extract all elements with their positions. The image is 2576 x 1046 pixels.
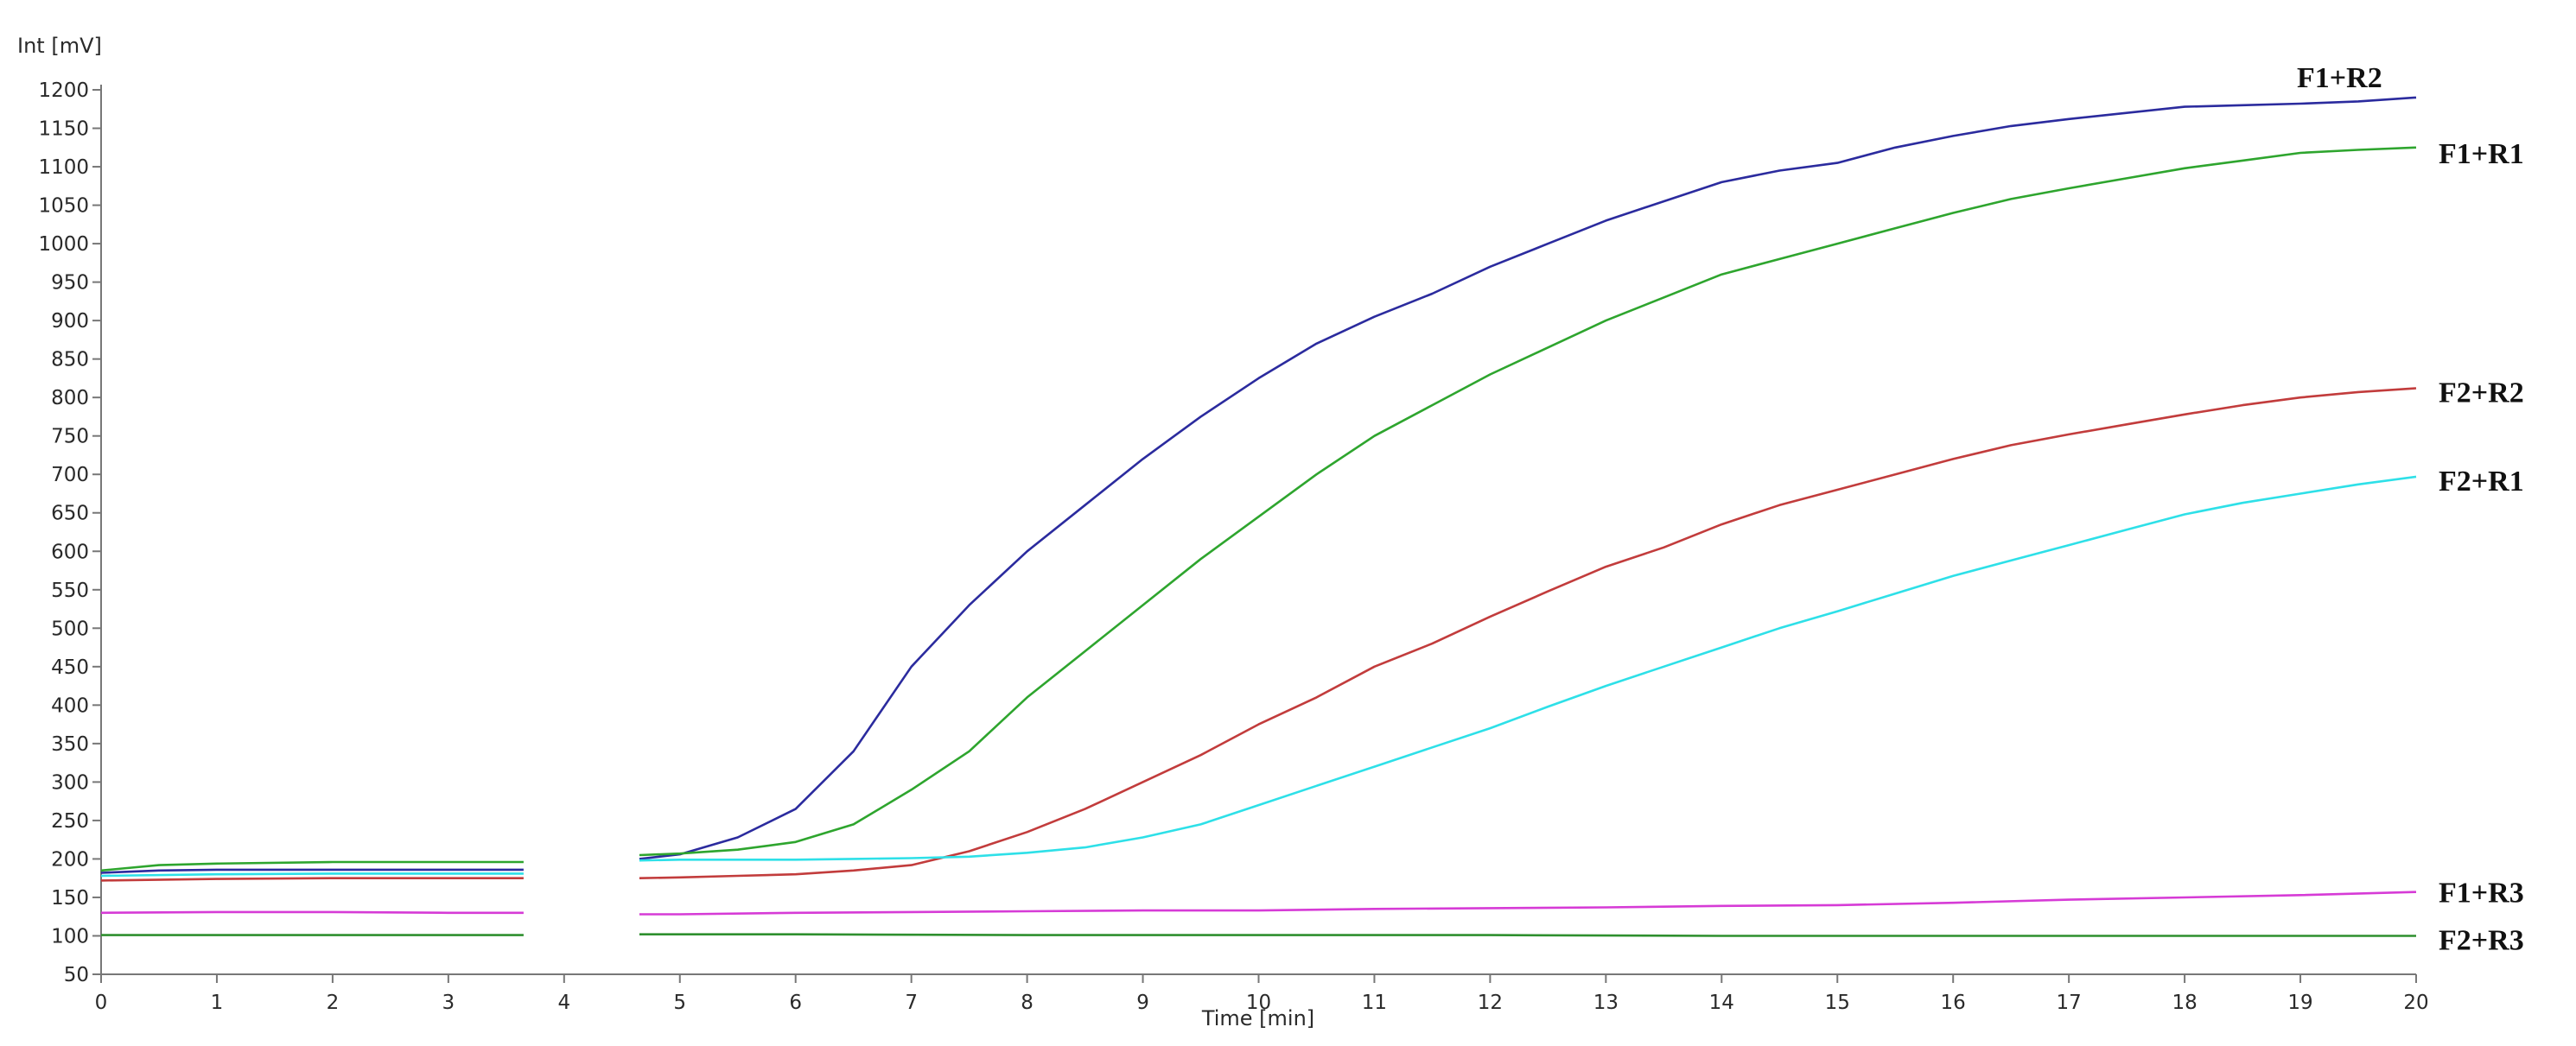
series-line bbox=[100, 860, 524, 872]
series-label: F1+R2 bbox=[2297, 62, 2382, 94]
y-tick-label: 50 bbox=[64, 964, 89, 986]
x-axis-title: Time [min] bbox=[1201, 1006, 1314, 1030]
series-label: F2+R3 bbox=[2439, 924, 2524, 956]
series-line bbox=[639, 475, 2417, 862]
y-tick-label: 1150 bbox=[38, 118, 89, 141]
y-tick-label: 850 bbox=[51, 349, 89, 371]
series-layer bbox=[100, 96, 2417, 937]
series-line bbox=[639, 933, 2416, 937]
x-tick-label: 0 bbox=[95, 992, 108, 1014]
y-axis-title: Int [mV] bbox=[17, 34, 102, 58]
y-tick-label: 450 bbox=[51, 656, 89, 679]
x-tick-label: 16 bbox=[1941, 992, 1966, 1014]
series-f2-plus-r3 bbox=[101, 933, 2416, 937]
y-tick-label: 1000 bbox=[38, 233, 89, 256]
x-tick-label: 15 bbox=[1825, 992, 1850, 1014]
x-axis: 0 1 2 3 4 5 6 7 8 9 10 11 12 13 14 15 16 17 18 19 20 bbox=[95, 974, 2429, 1014]
y-tick-label: 400 bbox=[51, 694, 89, 717]
y-tick-label: 100 bbox=[51, 925, 89, 948]
series-f2-plus-r1 bbox=[100, 475, 2417, 878]
x-tick-label: 17 bbox=[2057, 992, 2082, 1014]
series-line bbox=[639, 891, 2417, 916]
x-tick-label: 7 bbox=[905, 992, 918, 1014]
y-tick-label: 800 bbox=[51, 387, 89, 409]
y-tick-label: 350 bbox=[51, 733, 89, 756]
series-label: F1+R1 bbox=[2439, 138, 2524, 170]
series-f1-plus-r3 bbox=[100, 891, 2417, 916]
series-labels: F1+R2 F1+R1 F2+R2 F2+R1 F1+R3 F2+R3 bbox=[2297, 62, 2524, 957]
x-tick-label: 9 bbox=[1136, 992, 1149, 1014]
y-tick-label: 200 bbox=[51, 848, 89, 871]
series-label: F2+R2 bbox=[2439, 377, 2524, 409]
series-f2-plus-r2 bbox=[100, 387, 2417, 882]
y-tick-label: 900 bbox=[51, 310, 89, 333]
x-tick-label: 8 bbox=[1021, 992, 1034, 1014]
series-line bbox=[100, 877, 524, 882]
series-line bbox=[100, 910, 524, 915]
y-tick-label: 500 bbox=[51, 618, 89, 640]
y-tick-label: 1100 bbox=[38, 156, 89, 179]
y-tick-label: 550 bbox=[51, 580, 89, 602]
series-f1-plus-r2 bbox=[100, 96, 2417, 874]
x-tick-label: 19 bbox=[2287, 992, 2312, 1014]
series-line bbox=[639, 387, 2417, 879]
series-line bbox=[639, 96, 2417, 860]
y-tick-label: 650 bbox=[51, 503, 89, 525]
y-tick-label: 150 bbox=[51, 887, 89, 910]
series-f1-plus-r1 bbox=[100, 146, 2417, 872]
series-line bbox=[100, 872, 524, 878]
series-label: F2+R1 bbox=[2439, 466, 2524, 498]
x-tick-label: 18 bbox=[2172, 992, 2197, 1014]
y-axis: 50 100 150 200 250 300 350 400 450 500 550 600 650 70… bbox=[38, 79, 101, 986]
x-tick-label: 1 bbox=[211, 992, 224, 1014]
y-tick-label: 700 bbox=[51, 464, 89, 486]
x-tick-label: 20 bbox=[2403, 992, 2428, 1014]
series-line bbox=[100, 868, 524, 874]
x-tick-label: 5 bbox=[673, 992, 686, 1014]
x-tick-label: 4 bbox=[557, 992, 570, 1014]
x-tick-label: 3 bbox=[442, 992, 455, 1014]
y-tick-label: 1200 bbox=[38, 79, 89, 102]
x-tick-label: 14 bbox=[1709, 992, 1734, 1014]
series-line bbox=[639, 146, 2417, 857]
y-tick-label: 750 bbox=[51, 426, 89, 448]
y-tick-label: 300 bbox=[51, 771, 89, 794]
y-tick-label: 950 bbox=[51, 272, 89, 295]
x-tick-label: 12 bbox=[1478, 992, 1503, 1014]
y-tick-label: 600 bbox=[51, 541, 89, 563]
x-tick-label: 2 bbox=[327, 992, 340, 1014]
x-tick-label: 13 bbox=[1593, 992, 1619, 1014]
x-tick-label: 11 bbox=[1362, 992, 1387, 1014]
series-label: F1+R3 bbox=[2439, 878, 2524, 910]
y-tick-label: 1050 bbox=[38, 195, 89, 218]
y-tick-label: 250 bbox=[51, 810, 89, 833]
x-tick-label: 10 bbox=[1246, 992, 1271, 1014]
x-tick-label: 6 bbox=[789, 992, 802, 1014]
